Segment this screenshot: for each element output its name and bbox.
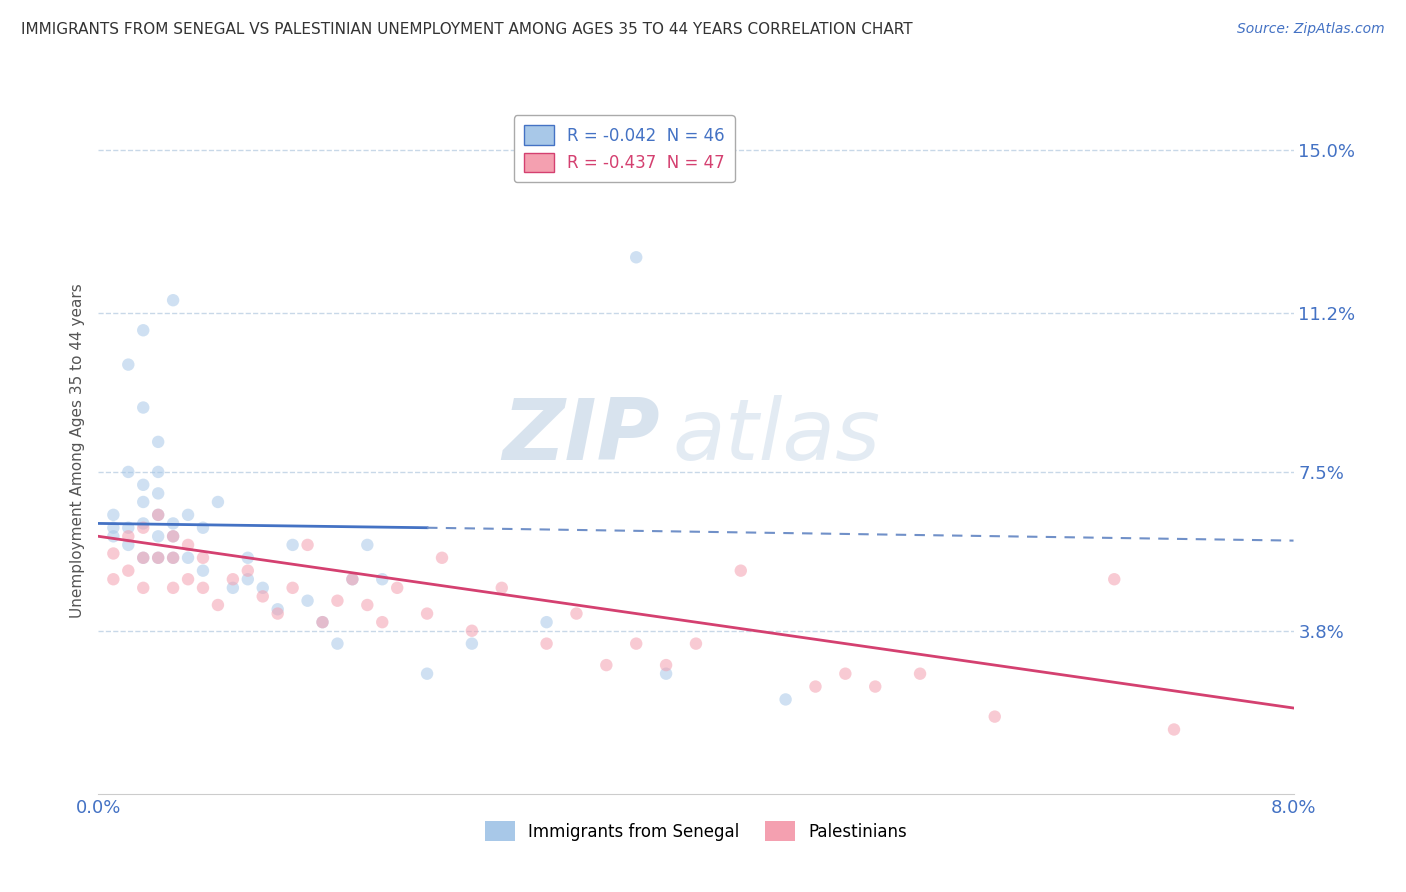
Point [207,598,229,612]
Point [834,666,856,681]
Point [311,615,333,630]
Point [103,508,125,522]
Point [148,486,170,500]
Point [416,607,439,621]
Point [1104,572,1126,586]
Point [356,598,378,612]
Point [595,658,617,673]
Point [491,581,513,595]
Point [236,564,259,578]
Point [236,572,259,586]
Point [626,637,648,651]
Point [461,624,484,638]
Point [148,529,170,543]
Point [117,538,139,552]
Point [132,516,155,531]
Point [342,572,364,586]
Point [177,550,200,565]
Point [162,529,184,543]
Point [117,564,139,578]
Point [148,434,170,449]
Point [117,358,139,372]
Point [103,546,125,561]
Point [281,538,304,552]
Point [207,495,229,509]
Point [984,709,1007,723]
Point [536,637,558,651]
Point [297,593,319,607]
Point [191,550,214,565]
Point [655,666,678,681]
Point [132,401,155,415]
Point [162,293,184,308]
Point [148,550,170,565]
Point [162,581,184,595]
Point [191,581,214,595]
Point [148,508,170,522]
Point [117,521,139,535]
Point [117,529,139,543]
Point [267,602,290,616]
Point [775,692,797,706]
Point [461,637,484,651]
Point [536,615,558,630]
Point [252,590,274,604]
Point [371,572,394,586]
Point [177,538,200,552]
Point [626,250,648,264]
Text: atlas: atlas [672,395,880,478]
Point [191,564,214,578]
Text: ZIP: ZIP [502,395,661,478]
Point [162,550,184,565]
Point [103,529,125,543]
Legend: Immigrants from Senegal, Palestinians: Immigrants from Senegal, Palestinians [478,814,914,847]
Point [148,508,170,522]
Point [117,465,139,479]
Point [148,550,170,565]
Point [804,680,827,694]
Point [385,581,409,595]
Point [730,564,752,578]
Point [132,550,155,565]
Point [1163,723,1185,737]
Point [132,495,155,509]
Point [162,529,184,543]
Point [356,538,378,552]
Point [281,581,304,595]
Point [132,581,155,595]
Point [326,593,349,607]
Point [565,607,588,621]
Point [148,465,170,479]
Point [103,521,125,535]
Point [908,666,931,681]
Point [430,550,453,565]
Point [177,508,200,522]
Text: Source: ZipAtlas.com: Source: ZipAtlas.com [1237,22,1385,37]
Point [371,615,394,630]
Point [132,550,155,565]
Point [267,607,290,621]
Point [103,572,125,586]
Point [311,615,333,630]
Point [191,521,214,535]
Point [326,637,349,651]
Point [416,666,439,681]
Point [162,516,184,531]
Point [236,550,259,565]
Point [222,581,245,595]
Y-axis label: Unemployment Among Ages 35 to 44 years: Unemployment Among Ages 35 to 44 years [69,283,84,618]
Point [655,658,678,673]
Point [297,538,319,552]
Point [132,323,155,337]
Point [132,521,155,535]
Point [342,572,364,586]
Point [162,550,184,565]
Point [177,572,200,586]
Point [865,680,887,694]
Point [132,478,155,492]
Point [252,581,274,595]
Point [222,572,245,586]
Point [685,637,707,651]
Text: IMMIGRANTS FROM SENEGAL VS PALESTINIAN UNEMPLOYMENT AMONG AGES 35 TO 44 YEARS CO: IMMIGRANTS FROM SENEGAL VS PALESTINIAN U… [21,22,912,37]
